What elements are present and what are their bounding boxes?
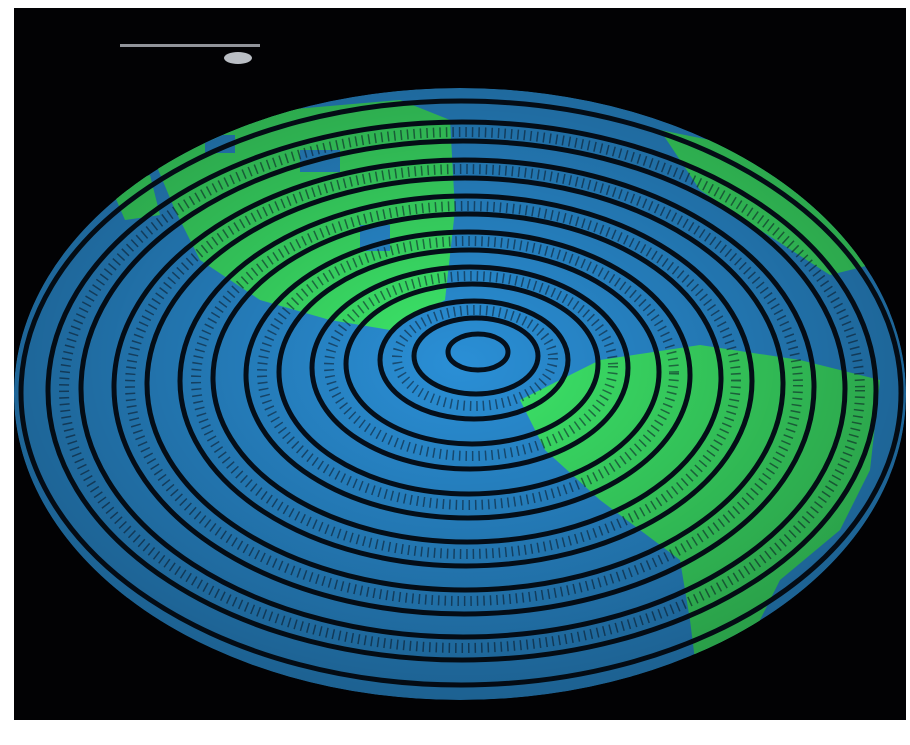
domino-disc (14, 88, 906, 700)
light-streak (120, 44, 260, 47)
light-glare (224, 52, 252, 64)
vignette (14, 88, 906, 700)
